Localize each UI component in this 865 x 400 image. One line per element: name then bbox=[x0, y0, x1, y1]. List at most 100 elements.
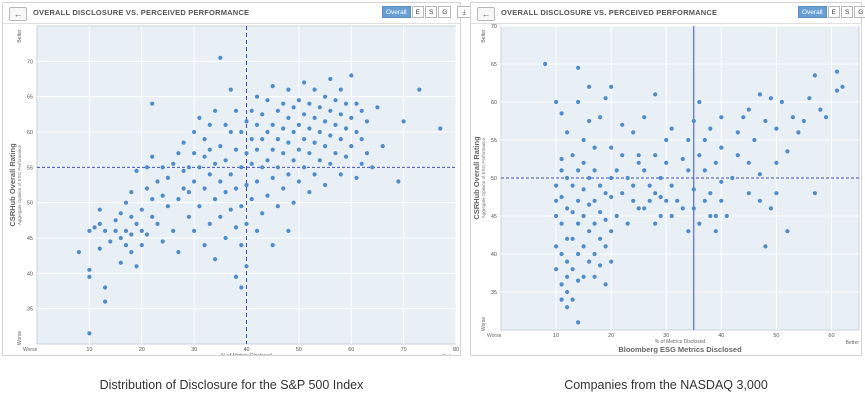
data-point bbox=[239, 129, 244, 135]
y-axis-high-label: Better bbox=[481, 29, 487, 43]
data-point bbox=[642, 168, 647, 173]
data-point bbox=[286, 87, 291, 92]
data-point bbox=[302, 112, 307, 117]
data-point bbox=[328, 76, 333, 82]
back-arrow-icon[interactable]: ← bbox=[9, 7, 27, 21]
data-point bbox=[653, 153, 658, 158]
e-button[interactable]: E bbox=[827, 6, 840, 18]
data-point bbox=[559, 194, 564, 200]
data-point bbox=[592, 221, 597, 226]
data-point bbox=[818, 107, 823, 112]
caption-nasdaq: Companies from the NASDAQ 3,000 bbox=[564, 378, 768, 392]
data-point bbox=[730, 175, 735, 181]
data-point bbox=[76, 250, 81, 255]
y-tick-label: 40 bbox=[27, 271, 33, 277]
s-button[interactable]: S bbox=[840, 6, 854, 18]
data-point bbox=[108, 239, 113, 244]
data-point bbox=[123, 243, 129, 248]
data-point bbox=[134, 221, 139, 226]
data-point bbox=[570, 267, 575, 272]
data-point bbox=[150, 214, 155, 219]
data-point bbox=[598, 115, 603, 120]
data-point bbox=[338, 112, 343, 117]
data-point bbox=[103, 228, 108, 233]
data-point bbox=[642, 206, 647, 211]
data-point bbox=[603, 217, 608, 222]
data-point bbox=[233, 147, 239, 152]
e-button[interactable]: E bbox=[411, 6, 424, 18]
data-point bbox=[581, 160, 586, 165]
data-point bbox=[291, 200, 296, 205]
data-point bbox=[239, 285, 244, 290]
data-point bbox=[642, 115, 647, 120]
x-tick-label: 60 bbox=[828, 333, 834, 339]
data-point bbox=[197, 165, 202, 170]
data-point bbox=[103, 299, 108, 304]
data-point bbox=[233, 108, 239, 113]
data-point bbox=[587, 229, 592, 234]
data-point bbox=[354, 175, 359, 180]
s-button[interactable]: S bbox=[424, 6, 438, 18]
data-point bbox=[213, 197, 218, 202]
data-point bbox=[286, 115, 291, 120]
data-point bbox=[746, 160, 751, 165]
data-point bbox=[719, 198, 724, 203]
data-point bbox=[559, 251, 564, 257]
y-tick-label: 35 bbox=[491, 290, 497, 296]
data-point bbox=[129, 232, 134, 237]
data-point bbox=[218, 214, 223, 219]
data-point bbox=[155, 179, 160, 184]
data-point bbox=[620, 153, 625, 158]
data-point bbox=[576, 198, 581, 203]
data-point bbox=[97, 221, 102, 226]
data-point bbox=[697, 221, 702, 226]
data-point bbox=[401, 119, 406, 124]
overall-button[interactable]: Overall bbox=[798, 6, 827, 18]
data-point bbox=[658, 194, 663, 200]
data-point bbox=[609, 175, 614, 181]
data-point bbox=[328, 108, 333, 113]
data-point bbox=[559, 156, 564, 162]
data-point bbox=[349, 73, 354, 78]
data-point bbox=[691, 187, 696, 192]
y-tick-label: 40 bbox=[491, 252, 497, 258]
x-axis-low-label: Worse bbox=[23, 347, 38, 353]
data-point bbox=[686, 168, 691, 173]
data-point bbox=[286, 140, 291, 145]
data-point bbox=[354, 101, 359, 106]
data-point bbox=[719, 145, 724, 150]
data-point bbox=[87, 267, 92, 272]
data-point bbox=[165, 175, 170, 180]
data-point bbox=[664, 198, 669, 203]
data-point bbox=[559, 297, 564, 302]
data-point bbox=[249, 161, 254, 166]
back-arrow-icon[interactable]: ← bbox=[477, 7, 495, 21]
data-point bbox=[603, 282, 608, 287]
g-button[interactable]: G bbox=[854, 6, 865, 18]
overall-button[interactable]: Overall bbox=[382, 6, 411, 18]
data-point bbox=[686, 229, 691, 234]
data-point bbox=[807, 96, 812, 101]
data-point bbox=[735, 153, 740, 158]
data-point bbox=[636, 206, 641, 211]
data-point bbox=[176, 151, 181, 156]
data-point bbox=[554, 183, 559, 188]
data-point bbox=[774, 126, 779, 131]
g-button[interactable]: G bbox=[438, 6, 452, 18]
data-point bbox=[213, 257, 218, 262]
data-point bbox=[129, 190, 134, 195]
data-point bbox=[757, 198, 762, 203]
data-point bbox=[834, 88, 840, 93]
data-point bbox=[312, 172, 317, 177]
y-tick-label: 50 bbox=[27, 201, 33, 207]
data-point bbox=[598, 210, 603, 215]
data-point bbox=[92, 225, 97, 230]
data-point bbox=[312, 87, 317, 92]
x-tick-label: 30 bbox=[663, 333, 669, 339]
data-point bbox=[576, 278, 581, 283]
data-point bbox=[150, 154, 155, 159]
data-point bbox=[144, 165, 150, 170]
data-point bbox=[317, 158, 322, 163]
data-point bbox=[134, 264, 139, 269]
data-point bbox=[785, 149, 790, 154]
